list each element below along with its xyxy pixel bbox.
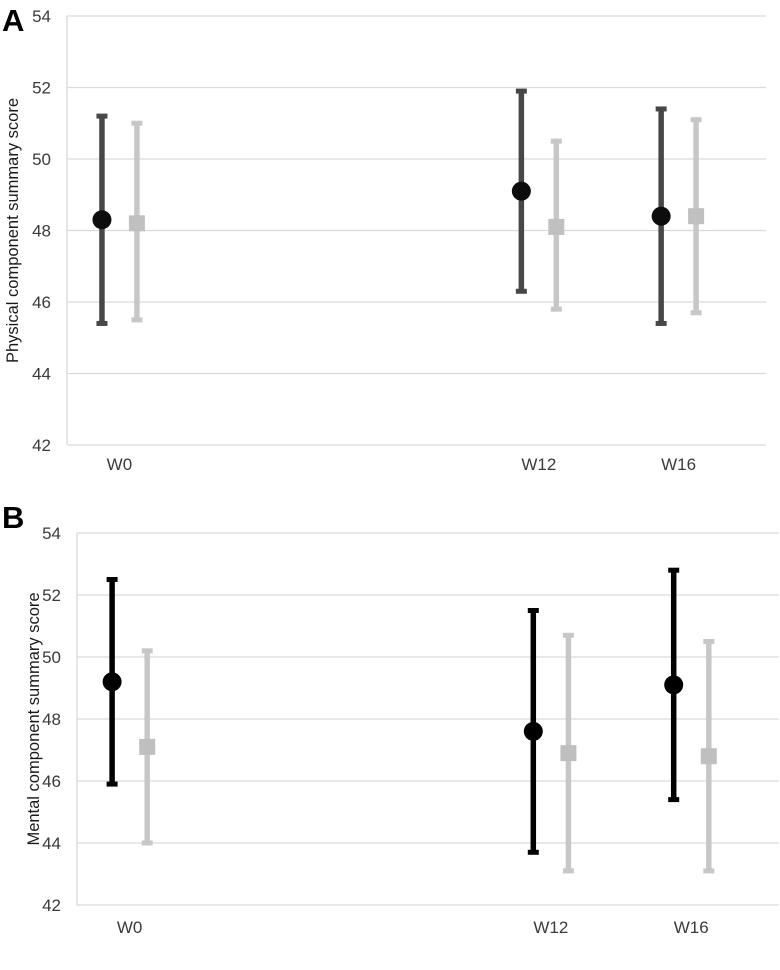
marker-square — [560, 745, 577, 762]
y-axis-title: Physical component summary score — [4, 98, 22, 363]
panel-a-letter: A — [2, 3, 25, 38]
x-tick-label: W12 — [521, 455, 556, 474]
series-light-square — [139, 632, 717, 874]
y-tick-label: 44 — [42, 834, 61, 853]
x-tick-label: W0 — [117, 918, 143, 937]
y-tick-label: 48 — [32, 222, 51, 241]
series-dark-circle — [92, 88, 671, 326]
y-tick-label: 54 — [42, 524, 61, 543]
x-tick-label: W16 — [661, 455, 696, 474]
marker-circle — [102, 672, 122, 692]
y-tick-label: 46 — [32, 293, 51, 312]
y-axis-title: Mental component summary score — [25, 592, 43, 845]
marker-square — [548, 218, 565, 235]
y-tick-label: 52 — [42, 586, 61, 605]
marker-circle — [92, 210, 112, 230]
series-black-circle — [102, 567, 684, 855]
marker-square — [688, 208, 705, 225]
marker-circle — [511, 181, 531, 201]
marker-circle — [651, 206, 671, 226]
x-tick-label: W0 — [107, 455, 133, 474]
y-tick-label: 52 — [32, 79, 51, 98]
marker-square — [700, 748, 717, 765]
y-tick-label: 44 — [32, 365, 51, 384]
y-tick-label: 46 — [42, 772, 61, 791]
series-light-square — [128, 117, 705, 323]
panel-b-letter: B — [2, 500, 25, 535]
y-tick-label: 54 — [32, 7, 51, 26]
marker-square — [139, 738, 156, 755]
chart-panel-mental: 42 44 46 48 50 52 54 Mental component summary s… — [25, 524, 779, 937]
chart-panel-physical: 42 44 46 48 50 52 54 Physical component summary… — [4, 7, 766, 474]
x-tick-label: W12 — [533, 918, 568, 937]
y-tick-label: 42 — [42, 896, 61, 915]
marker-square — [128, 215, 145, 232]
x-tick-label: W16 — [674, 918, 709, 937]
y-tick-label: 50 — [32, 150, 51, 169]
y-tick-label: 50 — [42, 648, 61, 667]
marker-circle — [523, 721, 543, 741]
y-tick-label: 48 — [42, 710, 61, 729]
y-tick-label: 42 — [32, 436, 51, 455]
marker-circle — [664, 675, 684, 695]
